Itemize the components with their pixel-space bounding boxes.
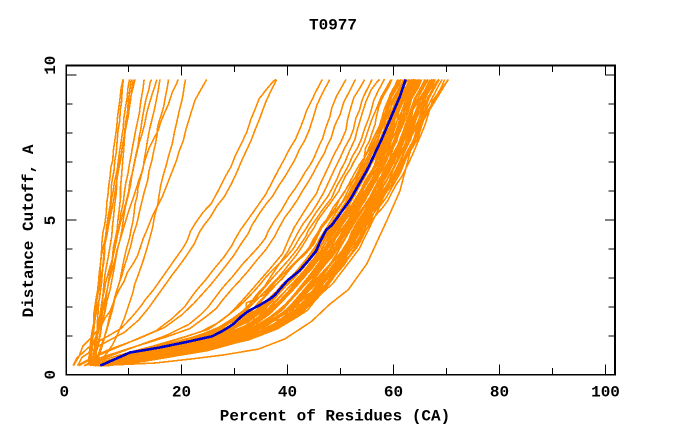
svg-text:T0977: T0977 — [309, 17, 357, 35]
svg-text:40: 40 — [278, 384, 297, 402]
svg-text:0: 0 — [59, 384, 69, 402]
svg-text:60: 60 — [384, 384, 403, 402]
svg-text:Percent of Residues (CA): Percent of Residues (CA) — [220, 408, 450, 426]
svg-text:Distance Cutoff, A: Distance Cutoff, A — [20, 144, 38, 317]
svg-text:20: 20 — [172, 384, 191, 402]
svg-text:5: 5 — [42, 216, 60, 226]
svg-text:0: 0 — [42, 370, 60, 380]
svg-text:80: 80 — [490, 384, 509, 402]
svg-text:100: 100 — [591, 384, 620, 402]
svg-text:10: 10 — [42, 56, 60, 75]
